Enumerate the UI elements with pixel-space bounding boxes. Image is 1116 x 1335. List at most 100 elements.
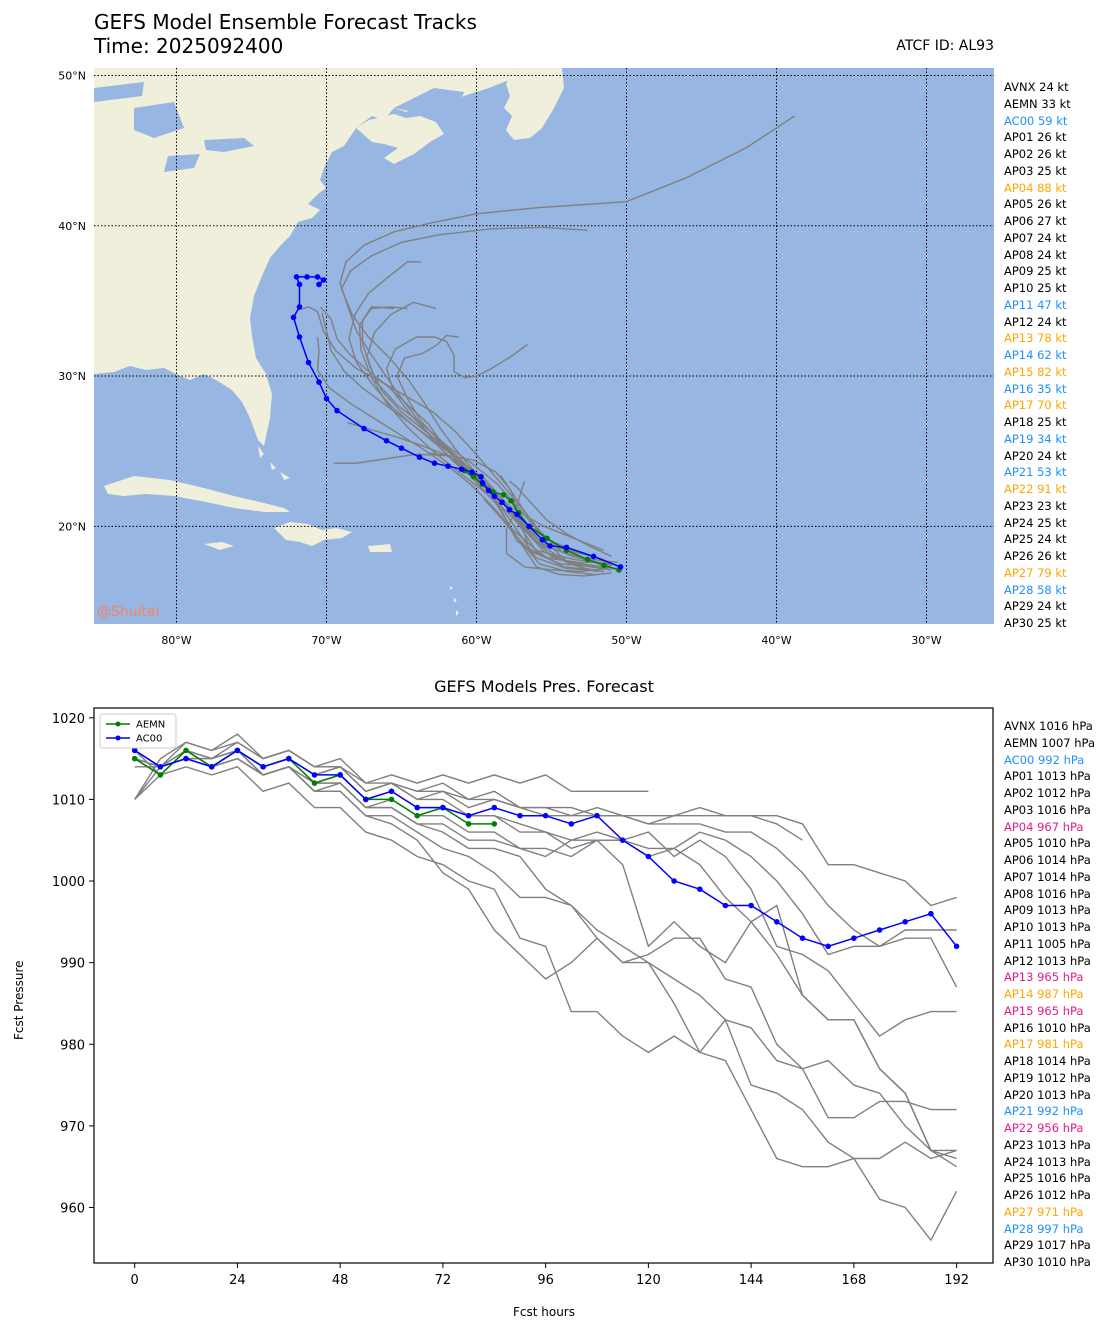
pressure-legend-item: AP12 1013 hPa: [1004, 953, 1091, 968]
track-point-ac00: [323, 395, 330, 402]
x-tick-label: 192: [944, 1273, 969, 1288]
track-point-ac00: [479, 479, 486, 486]
track-map: @Shuitai: [94, 68, 994, 624]
series-point-ac00: [311, 772, 318, 778]
track-legend-item: AP13 78 kt: [1004, 331, 1067, 346]
track-point-ac00: [485, 487, 492, 494]
land-layer: [94, 68, 564, 616]
track-map-canvas: [94, 68, 994, 624]
track-legend-item: AP10 25 kt: [1004, 281, 1067, 295]
watermark: @Shuitai: [97, 604, 160, 620]
track-intensity-legend: AVNX 24 kt AEMN 33 kt AC00 59 kt AP01 26 kt…: [1004, 79, 1071, 632]
track-legend-item: AP21 53 kt: [1004, 465, 1067, 480]
great-lakes: [94, 82, 464, 172]
track-point-ac00: [547, 543, 553, 549]
track-point-ac00: [526, 523, 532, 530]
track-point-ac00: [296, 304, 303, 310]
track-legend-item: AEMN 33 kt: [1004, 96, 1071, 111]
track-point-ac00: [499, 499, 505, 506]
series-point-ac00: [260, 764, 266, 770]
member-track: [499, 474, 590, 562]
track-legend-item: AP30 25 kt: [1004, 616, 1067, 630]
member-track: [426, 452, 606, 564]
legend-marker: [115, 735, 121, 741]
track-point-ac00: [416, 454, 423, 461]
track-point-ac00: [314, 274, 321, 280]
track-legend-item: AP19 34 kt: [1004, 431, 1067, 446]
lat-tick-label: 50°N: [58, 70, 86, 83]
track-point-ac00: [506, 507, 513, 513]
map-lat-axis: 50°N 40°N 30°N 20°N: [58, 70, 86, 534]
land-nova-scotia: [356, 114, 444, 164]
map-time: Time: 2025092400: [94, 34, 284, 58]
track-point-ac00: [316, 281, 322, 288]
land-jamaica: [204, 542, 234, 550]
series-point-ac00: [440, 804, 446, 811]
lon-tick-label: 30°W: [911, 634, 941, 647]
member-track: [321, 312, 605, 561]
pressure-legend-item: AP26 1012 hPa: [1004, 1188, 1091, 1202]
pressure-legend-item: AP25 1016 hPa: [1004, 1171, 1091, 1186]
track-point-ac00: [383, 437, 390, 444]
track-legend-item: AP25 24 kt: [1004, 532, 1067, 547]
y-tick-label: 980: [60, 1038, 85, 1053]
pressure-legend-item: AP01 1013 hPa: [1004, 769, 1091, 784]
series-point-ac00: [722, 902, 729, 909]
track-legend-item: AP26 26 kt: [1004, 549, 1067, 563]
map-gridlines: [94, 68, 994, 624]
lon-tick-label: 60°W: [461, 634, 491, 647]
pressure-legend-item: AP27 971 hPa: [1004, 1204, 1084, 1219]
pressure-legend-item: AP07 1014 hPa: [1004, 869, 1091, 884]
series-point-ac00: [286, 755, 292, 762]
pressure-legend-item: AP23 1013 hPa: [1004, 1137, 1091, 1152]
track-legend-item: AP12 24 kt: [1004, 314, 1067, 329]
track-legend-item: AP08 24 kt: [1004, 247, 1067, 262]
track-legend-item: AP24 25 kt: [1004, 515, 1067, 530]
series-point-ac00: [902, 919, 908, 925]
track-point-aemn: [544, 535, 550, 542]
land-bahamas: [258, 446, 290, 480]
series-point-aemn: [157, 772, 164, 778]
member-track: [483, 498, 594, 576]
track-legend-item: AP23 23 kt: [1004, 498, 1067, 513]
member-track: [361, 306, 597, 568]
track-legend-item: AP22 91 kt: [1004, 482, 1067, 496]
pressure-legend-item: AP05 1010 hPa: [1004, 836, 1091, 851]
pressure-legend-item: AP24 1013 hPa: [1004, 1154, 1091, 1169]
series-point-aemn: [388, 796, 395, 803]
series-point-ac00: [645, 853, 652, 860]
track-point-ac00: [320, 277, 327, 283]
track-point-ac00: [563, 544, 570, 551]
track-legend-item: AP17 70 kt: [1004, 398, 1067, 413]
track-legend-item: AP02 26 kt: [1004, 147, 1067, 161]
pressure-x-label: Fcst hours: [512, 1305, 575, 1319]
lon-tick-label: 70°W: [311, 634, 341, 647]
track-legend-item: AP14 62 kt: [1004, 348, 1067, 362]
pressure-legend-item: AP02 1012 hPa: [1004, 786, 1091, 800]
track-legend-item: AP11 47 kt: [1004, 297, 1067, 312]
member-track: [297, 306, 597, 573]
series-point-ac00: [183, 755, 189, 762]
track-point-ac00: [305, 359, 312, 366]
track-point-aemn: [500, 492, 507, 498]
x-tick-label: 120: [636, 1273, 661, 1288]
lake-ontario: [204, 138, 254, 152]
atcf-id: ATCF ID: AL93: [896, 38, 994, 54]
pressure-legend-item: AEMN 1007 hPa: [1004, 735, 1095, 750]
legend-label: AC00: [136, 734, 162, 745]
land-north-america: [94, 68, 514, 446]
x-tick-label: 24: [229, 1273, 246, 1288]
pressure-legend-item: AP11 1005 hPa: [1004, 936, 1091, 951]
track-point-ac00: [539, 537, 546, 543]
member-pressure-line: [134, 749, 957, 1119]
y-tick-label: 1020: [52, 712, 85, 727]
land-lesser-antilles: [450, 586, 459, 616]
y-tick-label: 960: [60, 1202, 85, 1217]
y-tick-label: 970: [60, 1120, 85, 1135]
track-point-aemn: [601, 562, 607, 569]
track-legend-item: AP01 26 kt: [1004, 130, 1067, 145]
series-point-ac00: [388, 788, 395, 795]
x-tick-label: 168: [841, 1273, 866, 1288]
series-point-ac00: [774, 919, 780, 925]
legend-label: AEMN: [136, 720, 165, 731]
